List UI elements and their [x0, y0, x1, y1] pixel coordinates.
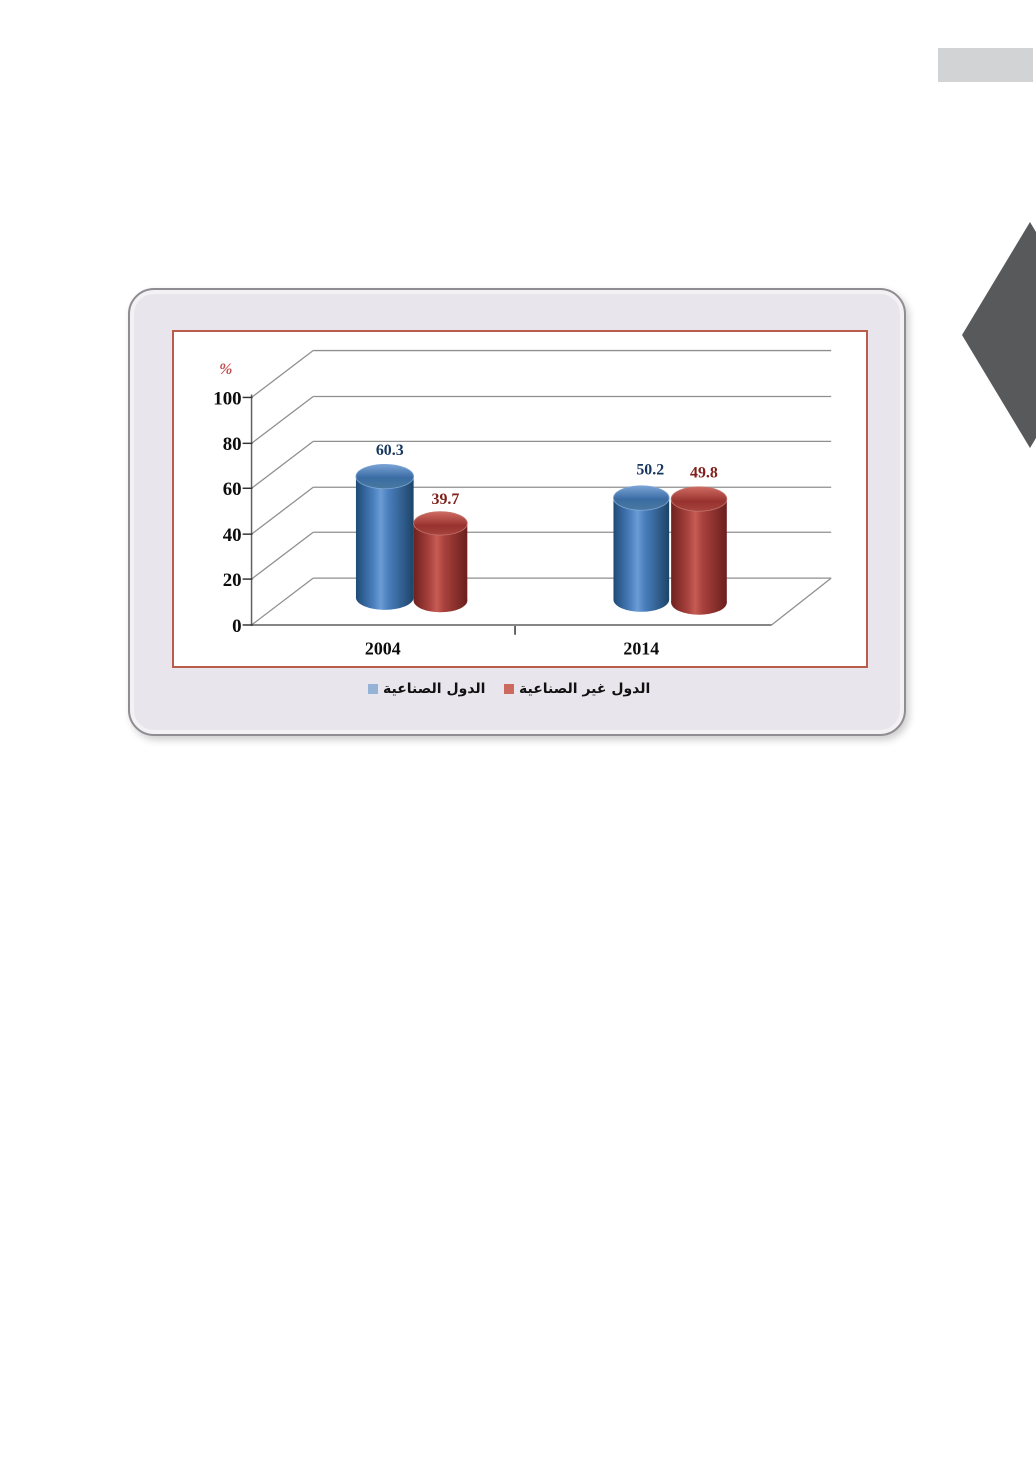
ytick-40: 40: [223, 525, 242, 546]
cylinder-industrial-2004: [355, 463, 415, 610]
legend-item-industrial-countries: الدول الصناعية: [368, 681, 485, 697]
legend-swatch-nonindustrial-icon: [504, 684, 514, 694]
ytick-100: 100: [213, 388, 241, 409]
chart-plot-area: % 100 80 60 40 20 0: [172, 330, 868, 668]
ytick-60: 60: [223, 479, 242, 500]
cylinder-industrial-2014: [613, 485, 670, 612]
chart-panel: % 100 80 60 40 20 0: [128, 288, 906, 736]
cylinder-nonindustrial-2004: [413, 511, 468, 613]
data-label-nonindustrial-2004: 39.7: [432, 491, 460, 508]
chart-legend: الدول الصناعية الدول غير الصناعية: [130, 681, 904, 707]
legend-item-nonindustrial-countries: الدول غير الصناعية: [504, 681, 650, 697]
category-label-2004: 2004: [365, 638, 401, 658]
ytick-0: 0: [232, 616, 241, 637]
ytick-20: 20: [223, 570, 242, 591]
depth-diagonals: [251, 350, 314, 626]
ytick-80: 80: [223, 434, 242, 455]
legend-swatch-industrial-icon: [368, 684, 378, 694]
data-label-nonindustrial-2014: 49.8: [690, 465, 718, 482]
y-axis-unit-label: %: [219, 361, 232, 378]
axis-ticks: [242, 396, 516, 635]
y-axis-tick-labels: 100 80 60 40 20 0: [213, 388, 241, 636]
legend-label-nonindustrial: الدول غير الصناعية: [519, 681, 651, 697]
cylinder-bar-chart: % 100 80 60 40 20 0: [213, 349, 832, 658]
top-right-gray-bar: [938, 48, 1033, 82]
cylinder-nonindustrial-2014: [670, 486, 728, 615]
axes: [250, 394, 832, 626]
right-edge-arrow-decoration: [962, 222, 1036, 448]
data-label-industrial-2014: 50.2: [636, 462, 664, 479]
legend-label-industrial: الدول الصناعية: [383, 681, 486, 697]
data-label-industrial-2004: 60.3: [376, 442, 404, 459]
category-label-2014: 2014: [623, 638, 659, 658]
